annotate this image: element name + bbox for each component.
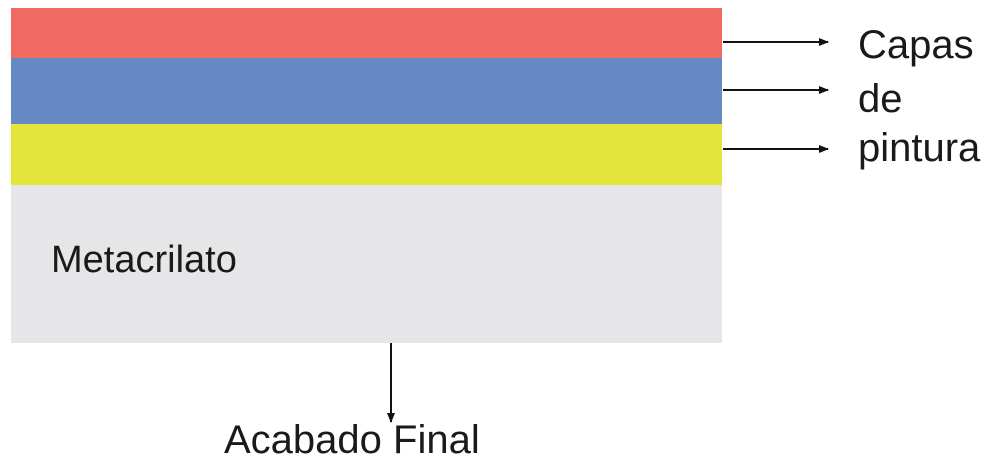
base-layer-label: Metacrilato — [51, 239, 237, 281]
paint-layer-blue — [11, 58, 722, 124]
paint-layer-red — [11, 8, 722, 58]
paint-layer-yellow — [11, 124, 722, 185]
side-label-line-2: de — [858, 77, 903, 121]
base-layer: Metacrilato — [11, 185, 722, 343]
side-label-line-3: pintura — [858, 126, 981, 170]
side-label-line-1: Capas — [858, 23, 974, 67]
bottom-label: Acabado Final — [224, 418, 480, 462]
